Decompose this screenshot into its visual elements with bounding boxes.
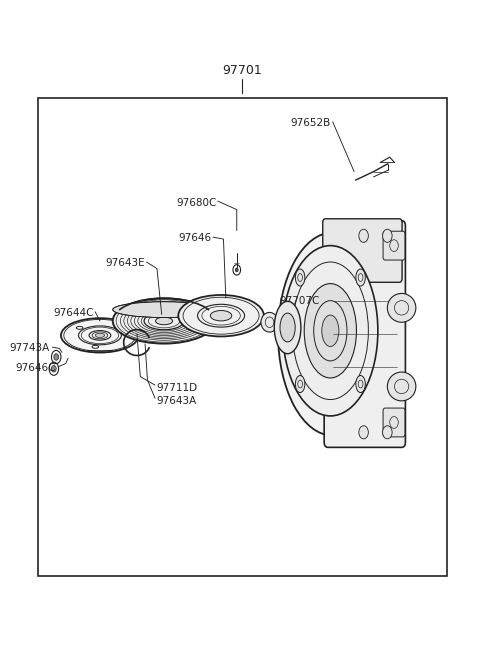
Ellipse shape: [113, 298, 216, 344]
Ellipse shape: [356, 269, 365, 286]
Ellipse shape: [295, 269, 305, 286]
Ellipse shape: [95, 333, 105, 337]
Ellipse shape: [278, 233, 387, 436]
Text: 97643A: 97643A: [156, 396, 196, 406]
Ellipse shape: [387, 293, 416, 322]
Ellipse shape: [383, 229, 392, 242]
Ellipse shape: [51, 365, 56, 372]
Ellipse shape: [359, 426, 368, 439]
FancyBboxPatch shape: [383, 231, 405, 260]
Text: 97652B: 97652B: [290, 118, 330, 128]
Ellipse shape: [156, 317, 173, 325]
Ellipse shape: [295, 375, 305, 392]
Ellipse shape: [235, 268, 238, 272]
Bar: [38, 98, 447, 576]
Ellipse shape: [61, 318, 139, 352]
Text: 97707C: 97707C: [279, 296, 320, 307]
Text: 97646C: 97646C: [15, 363, 56, 373]
Ellipse shape: [54, 354, 59, 360]
Ellipse shape: [261, 312, 278, 332]
Text: 97646: 97646: [179, 233, 212, 244]
Text: 97701: 97701: [223, 64, 263, 77]
Ellipse shape: [274, 301, 301, 354]
FancyBboxPatch shape: [383, 408, 405, 437]
FancyBboxPatch shape: [323, 219, 402, 282]
Ellipse shape: [359, 229, 368, 242]
Text: 97643E: 97643E: [106, 258, 145, 269]
Ellipse shape: [210, 310, 232, 321]
Ellipse shape: [280, 313, 295, 342]
Text: 97644C: 97644C: [54, 308, 94, 318]
Ellipse shape: [113, 302, 216, 318]
Ellipse shape: [283, 246, 378, 416]
Ellipse shape: [383, 426, 392, 439]
Ellipse shape: [387, 372, 416, 401]
Text: 97743A: 97743A: [10, 343, 50, 354]
FancyBboxPatch shape: [324, 221, 406, 447]
Text: 97711D: 97711D: [156, 383, 197, 393]
Ellipse shape: [322, 315, 339, 346]
Text: 97680C: 97680C: [176, 198, 216, 208]
Ellipse shape: [304, 284, 357, 378]
Ellipse shape: [356, 375, 365, 392]
Ellipse shape: [178, 295, 264, 337]
